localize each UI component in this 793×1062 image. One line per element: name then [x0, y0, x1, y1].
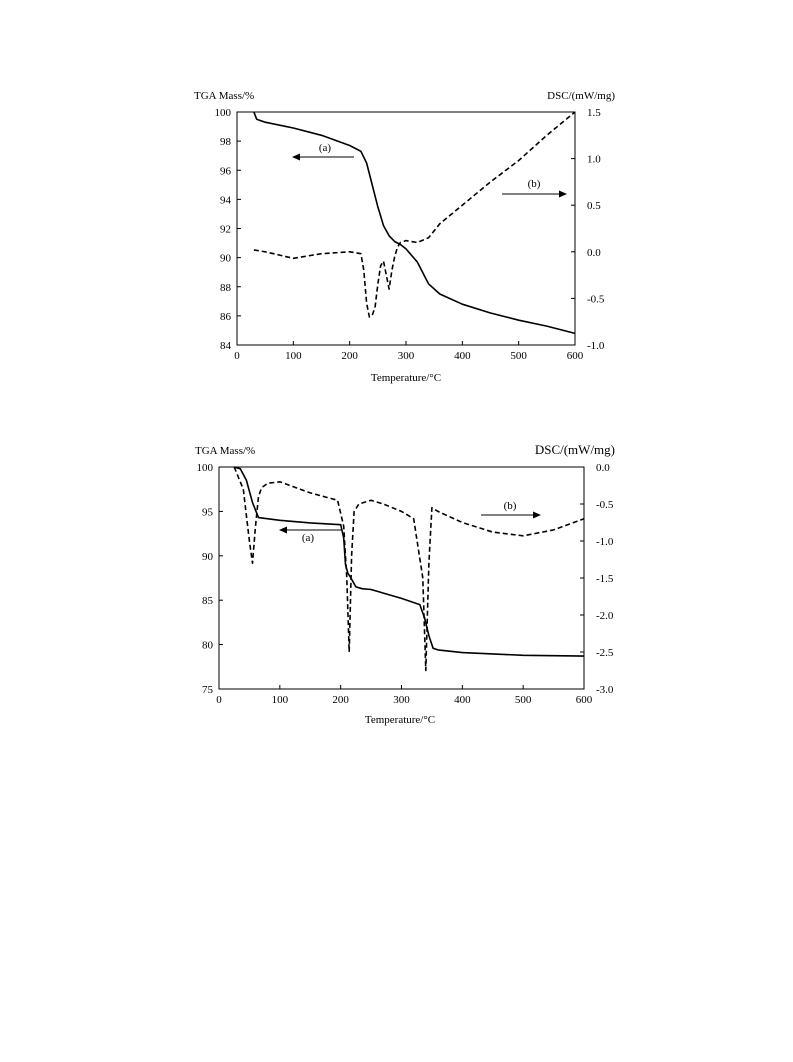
- chart-1-series-dsc-line: [253, 111, 576, 318]
- chart-1-plot-frame: [236, 111, 576, 346]
- chart-1: TGA Mass/% DSC/(mW/mg) Temperature/°C (a…: [194, 90, 615, 384]
- chart-2-x-tick-label: 500: [515, 694, 532, 706]
- chart-2-x-tick-label: 200: [332, 694, 349, 706]
- chart-1-series-tga-line: [253, 111, 576, 335]
- chart-2-y-right-tick-label: 0.0: [596, 462, 610, 474]
- chart-2-y-left-tick-label: 85: [202, 595, 214, 607]
- chart-1-x-tick-label: 100: [285, 350, 302, 362]
- chart-1-x-axis-title: Temperature/°C: [371, 372, 441, 384]
- chart-2-y-left-tick-label: 90: [202, 551, 214, 563]
- chart-1-y-left-tick-label: 100: [215, 107, 232, 119]
- chart-2-x-tick-label: 300: [393, 694, 410, 706]
- chart-1-y-left-tick-label: 88: [220, 282, 232, 294]
- chart-1-y-left-tick-label: 90: [220, 253, 232, 265]
- chart-1-annotation-a-arrowhead: [292, 153, 300, 161]
- chart-1-y-right-tick-label: 1.5: [587, 107, 601, 119]
- chart-1-y-right-tick-label: 0.5: [587, 200, 601, 212]
- chart-2: TGA Mass/% DSC/(mW/mg) Temperature/°C (a…: [195, 442, 615, 726]
- chart-2-left-axis-title: TGA Mass/%: [195, 445, 255, 457]
- chart-1-right-axis-title: DSC/(mW/mg): [547, 90, 615, 102]
- chart-2-x-tick-label: 400: [454, 694, 471, 706]
- chart-2-y-right-tick-label: -2.0: [596, 610, 614, 622]
- chart-2-y-right-tick-label: -3.0: [596, 684, 614, 696]
- chart-1-x-tick-label: 200: [341, 350, 358, 362]
- chart-1-x-tick-label: 400: [454, 350, 471, 362]
- chart-2-annotation-b-label: (b): [504, 500, 517, 512]
- chart-2-y-left-tick-label: 95: [202, 506, 214, 518]
- chart-2-annotation-a-arrowhead: [279, 526, 287, 534]
- chart-2-x-tick-label: 100: [272, 694, 289, 706]
- chart-2-y-left-tick-label: 100: [197, 462, 214, 474]
- chart-2-y-right-tick-label: -2.5: [596, 647, 614, 659]
- chart-2-x-tick-label: 600: [576, 694, 593, 706]
- chart-2-y-right-tick-label: -1.0: [596, 536, 614, 548]
- chart-1-x-tick-label: 300: [398, 350, 415, 362]
- chart-1-x-tick-label: 500: [510, 350, 527, 362]
- chart-1-x-tick-label: 600: [567, 350, 584, 362]
- chart-2-x-tick-label: 0: [216, 694, 222, 706]
- chart-1-y-left-tick-label: 98: [220, 136, 232, 148]
- chart-1-x-tick-label: 0: [234, 350, 240, 362]
- chart-1-y-right-tick-label: -1.0: [587, 340, 605, 352]
- chart-1-y-left-tick-label: 94: [220, 194, 232, 206]
- chart-2-series-tga-line: [233, 466, 585, 657]
- chart-2-annotation-b-arrowhead: [533, 511, 541, 519]
- chart-1-y-right-tick-label: -0.5: [587, 293, 605, 305]
- chart-2-x-axis-title: Temperature/°C: [365, 714, 435, 726]
- chart-2-y-right-tick-label: -1.5: [596, 573, 614, 585]
- chart-2-right-axis-title: DSC/(mW/mg): [535, 442, 615, 457]
- chart-1-y-left-tick-label: 92: [220, 224, 231, 236]
- chart-2-y-left-tick-label: 80: [202, 640, 214, 652]
- chart-2-annotation-a-label: (a): [302, 532, 315, 544]
- chart-1-annotation-a-label: (a): [319, 142, 332, 154]
- chart-1-y-left-tick-label: 86: [220, 311, 232, 323]
- chart-1-y-right-tick-label: 0.0: [587, 247, 601, 259]
- chart-2-series-dsc-line: [233, 466, 585, 672]
- chart-1-left-axis-title: TGA Mass/%: [194, 90, 254, 102]
- chart-1-annotation-b-arrowhead: [559, 190, 567, 198]
- chart-1-y-right-tick-label: 1.0: [587, 154, 601, 166]
- chart-2-y-left-tick-label: 75: [202, 684, 214, 696]
- chart-1-y-left-tick-label: 84: [220, 340, 232, 352]
- chart-1-y-left-tick-label: 96: [220, 165, 232, 177]
- chart-1-annotation-b-label: (b): [528, 178, 541, 190]
- chart-2-y-right-tick-label: -0.5: [596, 499, 614, 511]
